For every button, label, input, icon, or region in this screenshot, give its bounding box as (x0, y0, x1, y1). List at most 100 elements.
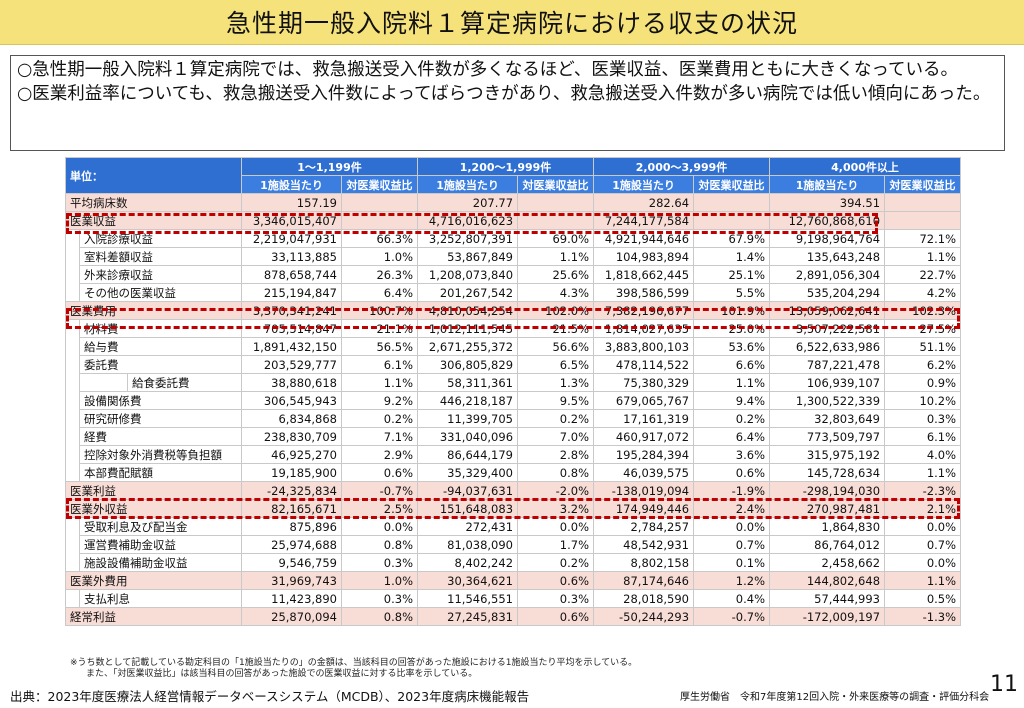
table-cell: 478,114,522 (593, 355, 695, 374)
table-cell (340, 211, 419, 230)
table-cell: 72.1% (884, 229, 962, 248)
table-cell: 1.1% (693, 373, 771, 392)
table-row: 控除対象外消費税等負担額 46,925,270 2.9% 86,644,179 2.8%… (65, 445, 962, 464)
row-label: 研究研修費 (79, 409, 242, 428)
indent-cell (65, 535, 80, 554)
table-cell: 4,810,054,254 (417, 301, 519, 320)
table-cell: 0.3% (340, 553, 419, 572)
table-cell: 238,830,709 (241, 427, 342, 446)
table-cell: 2,458,662 (769, 553, 886, 572)
table-cell: 3,370,341,241 (241, 301, 342, 320)
table-cell: 398,586,599 (593, 283, 695, 302)
table-cell: 705,514,847 (241, 319, 342, 338)
table-row: 設備関係費 306,545,943 9.2% 446,218,187 9.5% 679,0… (65, 391, 962, 410)
table-cell: -24,325,834 (241, 481, 342, 500)
table-row: 経費 238,830,709 7.1% 331,040,096 7.0% 460,917,… (65, 427, 962, 446)
table-cell: 0.2% (517, 409, 595, 428)
table-cell: 8,802,158 (593, 553, 695, 572)
row-label: 医業外収益 (65, 499, 242, 518)
indent-cell (65, 553, 80, 572)
table-cell: 1.7% (517, 535, 595, 554)
table-cell: 1,814,027,635 (593, 319, 695, 338)
row-label: 本部費配賦額 (79, 463, 242, 482)
indent-cell (65, 463, 80, 482)
table-cell: 4,921,944,646 (593, 229, 695, 248)
table-cell: 2,784,257 (593, 517, 695, 536)
table-cell: 56.6% (517, 337, 595, 356)
table-row: 入院診療収益 2,219,047,931 66.3% 3,252,807,391 69.… (65, 229, 962, 248)
table-row: 材料費 705,514,847 21.1% 1,012,111,545 21.5% 1,8… (65, 319, 962, 338)
table-row: 医業費用 3,370,341,241 100.7% 4,810,054,254 102.… (65, 301, 962, 320)
table-cell: 21.1% (340, 319, 419, 338)
table-cell: 0.3% (884, 409, 962, 428)
table-cell: 6.1% (884, 427, 962, 446)
table-cell: 12,760,868,610 (769, 211, 886, 230)
table-row: 医業収益 3,346,015,407 4,716,016,623 7,244,177,… (65, 211, 962, 230)
table-cell: 87,174,646 (593, 571, 695, 590)
table-cell: 2.1% (884, 499, 962, 518)
row-label: 施設設備補助金収益 (79, 553, 242, 572)
table-body: 平均病床数 157.19 207.77 282.64 394.51 医業収益 3,346,0… (65, 193, 962, 626)
table-cell: 535,204,294 (769, 283, 886, 302)
table-cell: 25.1% (693, 265, 771, 284)
row-label: 委託費 (79, 355, 242, 374)
table-cell (693, 211, 771, 230)
table-cell: -1.3% (884, 607, 962, 626)
table-cell: 878,658,744 (241, 265, 342, 284)
indent-cell (65, 409, 80, 428)
table-cell: 101.9% (693, 301, 771, 320)
row-label: 設備関係費 (79, 391, 242, 410)
table-cell: 875,896 (241, 517, 342, 536)
table-row: 外来診療収益 878,658,744 26.3% 1,208,073,840 25.6%… (65, 265, 962, 284)
table-row: 医業外収益 82,165,671 2.5% 151,648,083 3.2% 174,94… (65, 499, 962, 518)
table-cell: 6.4% (693, 427, 771, 446)
table-cell: 6.6% (693, 355, 771, 374)
table-cell: 1,891,432,150 (241, 337, 342, 356)
table-cell: 0.2% (693, 409, 771, 428)
table-cell: 9,198,964,764 (769, 229, 886, 248)
table-cell: 86,644,179 (417, 445, 519, 464)
group-header: 4,000件以上 (769, 157, 962, 176)
table-cell: 0.1% (693, 553, 771, 572)
table-cell: 28,018,590 (593, 589, 695, 608)
table-cell: 2.4% (693, 499, 771, 518)
table-cell: 8,402,242 (417, 553, 519, 572)
table-cell: 9.4% (693, 391, 771, 410)
table-cell: 787,221,478 (769, 355, 886, 374)
table-cell: 22.7% (884, 265, 962, 284)
table-row: 研究研修費 6,834,868 0.2% 11,399,705 0.2% 17,161,3… (65, 409, 962, 428)
table-cell: 195,284,394 (593, 445, 695, 464)
table-cell: 13,059,062,641 (769, 301, 886, 320)
table-cell: 2,219,047,931 (241, 229, 342, 248)
summary-box: ○急性期一般入院料１算定病院では、救急搬送受入件数が多くなるほど、医業収益、医業… (10, 55, 1005, 151)
row-label: 支払利息 (79, 589, 242, 608)
table-cell: -298,194,030 (769, 481, 886, 500)
table-cell: 0.7% (693, 535, 771, 554)
table-cell: 1.1% (340, 373, 419, 392)
table-cell: 56.5% (340, 337, 419, 356)
table-cell: 25.6% (517, 265, 595, 284)
table-cell: -2.3% (884, 481, 962, 500)
table-cell: 331,040,096 (417, 427, 519, 446)
table-cell: 1.0% (340, 571, 419, 590)
table-cell: 67.9% (693, 229, 771, 248)
table-cell: 3.6% (693, 445, 771, 464)
row-label: 給食委託費 (127, 373, 242, 392)
indent-cell (65, 247, 80, 266)
table-cell: 5.5% (693, 283, 771, 302)
table-cell: 1.0% (340, 247, 419, 266)
table-cell: 0.3% (517, 589, 595, 608)
table-cell: 2.5% (340, 499, 419, 518)
table-cell: 66.3% (340, 229, 419, 248)
table-cell: 86,764,012 (769, 535, 886, 554)
table-row: 経常利益 25,870,094 0.8% 27,245,831 0.6% -50,244,… (65, 607, 962, 626)
table-cell: 38,880,618 (241, 373, 342, 392)
table-cell: 6.4% (340, 283, 419, 302)
group-header: 1～1,199件 (240, 157, 419, 176)
table-cell: 81,038,090 (417, 535, 519, 554)
table-cell: 102.3% (884, 301, 962, 320)
indent-cell (65, 283, 80, 302)
table-row: 室料差額収益 33,113,885 1.0% 53,867,849 1.1% 104,98… (65, 247, 962, 266)
table-cell: 11,546,551 (417, 589, 519, 608)
table-cell: -172,009,197 (769, 607, 886, 626)
